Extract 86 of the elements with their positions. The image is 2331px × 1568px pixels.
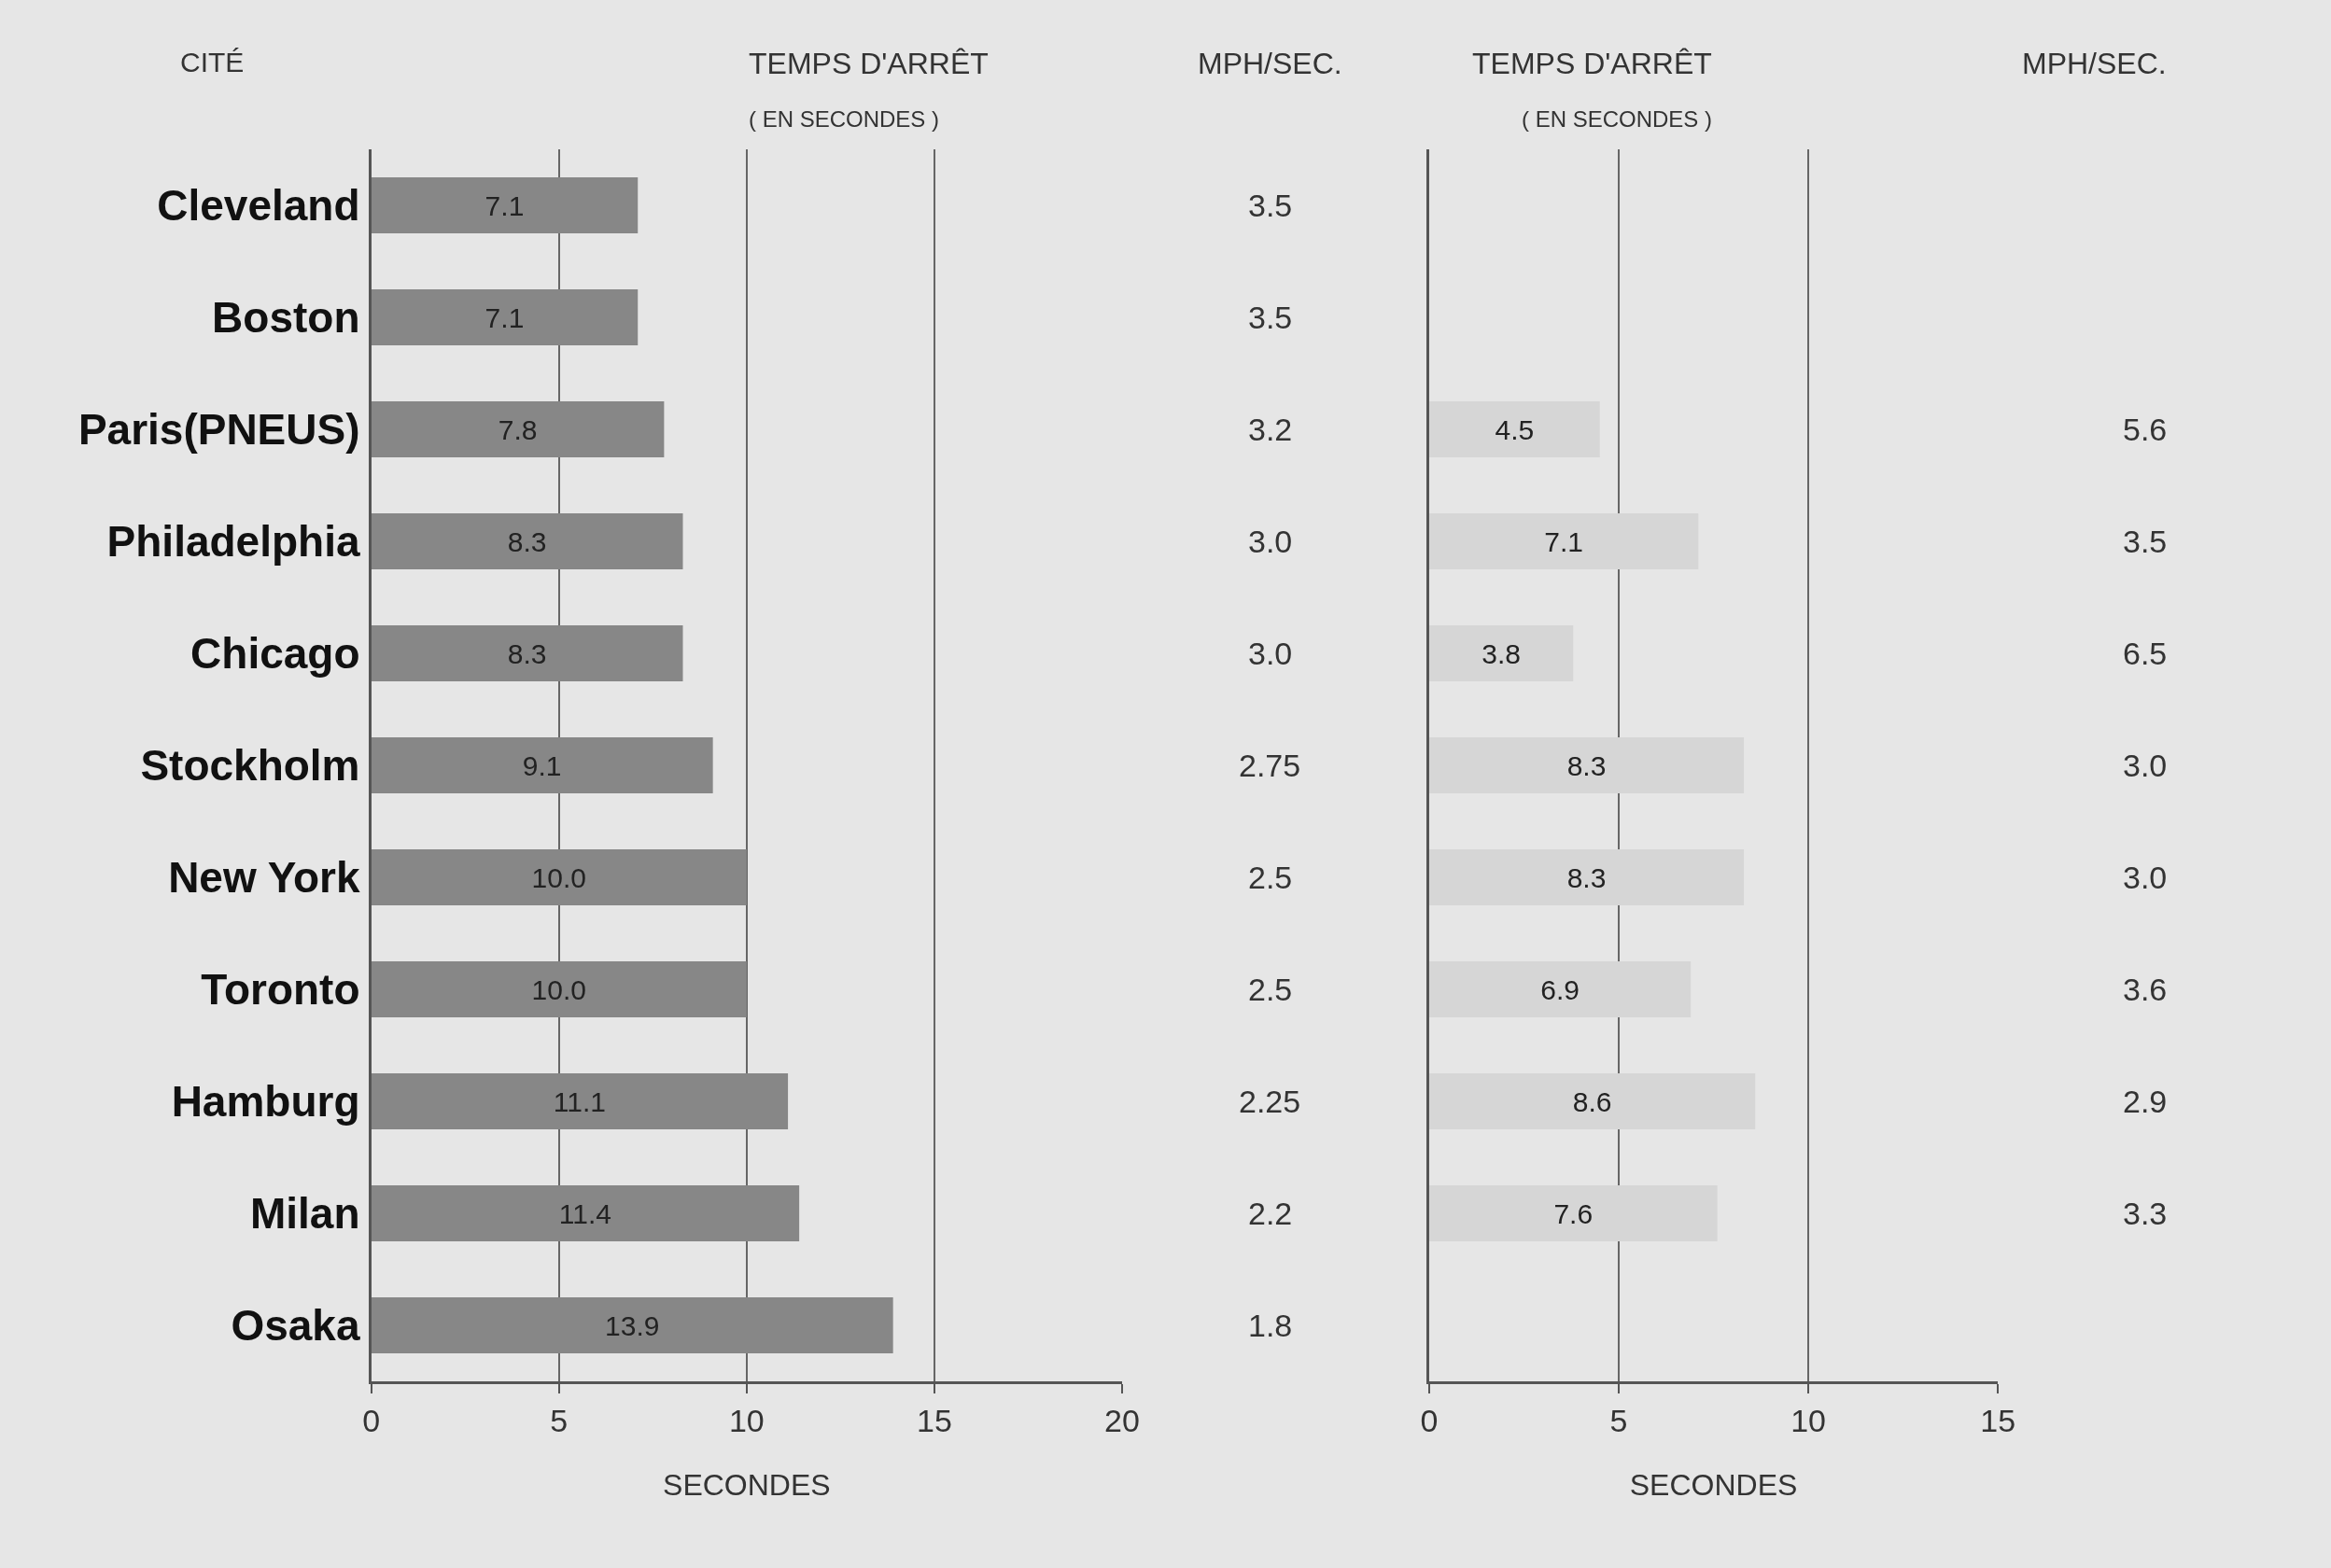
y-tick-label: New York [168, 853, 360, 903]
x-axis-title: SECONDES [1629, 1467, 1798, 1502]
text: 2.25 [1239, 1084, 1301, 1119]
bar [371, 513, 683, 569]
bar [371, 177, 639, 233]
y-tick-label: Philadelphia [106, 517, 360, 567]
x-axis-title: SECONDES [663, 1467, 831, 1502]
data-label: 8.3 [1566, 861, 1607, 893]
bar [371, 1185, 800, 1241]
text: 3.2 [1248, 412, 1293, 447]
data-label: 10.0 [531, 861, 586, 893]
data-label: 7.1 [484, 301, 525, 333]
text: 1.8 [1248, 1308, 1293, 1343]
y-tick-label: Hamburg [171, 1077, 360, 1127]
text: 3.3 [2123, 1196, 2168, 1231]
y-tick-label: Chicago [190, 629, 360, 679]
data-label: 7.1 [1544, 525, 1583, 557]
text: 2.75 [1239, 748, 1301, 783]
chart-subtitle: ( EN SECONDES ) [749, 106, 940, 132]
x-tick-label: 10 [1790, 1402, 1827, 1438]
y-tick-label: Milan [249, 1189, 360, 1239]
bar [371, 289, 639, 345]
text: 3.6 [2123, 972, 2168, 1007]
bar [1428, 1185, 1718, 1241]
y-axis-title: CITÉ [180, 47, 245, 77]
chart-subtitle: ( EN SECONDES ) [1522, 106, 1713, 132]
text: 2.5 [1248, 972, 1293, 1007]
x-tick-label: 15 [1980, 1402, 2016, 1438]
data-label: 7.8 [498, 413, 538, 445]
bar [371, 737, 713, 793]
y-tick-label: Boston [212, 293, 360, 343]
bar [1428, 513, 1699, 569]
data-label: 3.8 [1481, 637, 1521, 669]
text: MPH/SEC. [1198, 47, 1342, 80]
text: 2.2 [1248, 1196, 1293, 1231]
y-tick-label: Cleveland [157, 181, 360, 231]
bar [371, 849, 747, 905]
bar [1428, 625, 1574, 681]
text: 3.0 [1248, 636, 1293, 671]
bar [371, 625, 683, 681]
x-tick-label: 5 [550, 1402, 569, 1438]
bar [1428, 1073, 1756, 1129]
text: 3.5 [1248, 188, 1293, 223]
data-label: 11.4 [558, 1197, 612, 1229]
x-tick-label: 20 [1104, 1402, 1140, 1438]
bar [1428, 737, 1745, 793]
data-label: 9.1 [522, 749, 562, 781]
bar [371, 1073, 789, 1129]
text: 3.0 [1248, 524, 1293, 559]
text: 6.5 [2123, 636, 2168, 671]
text: MPH/SEC. [2022, 47, 2167, 80]
chart-title: TEMPS D'ARRÊT [1472, 47, 1712, 80]
text: 3.0 [2123, 748, 2168, 783]
text: 2.5 [1248, 860, 1293, 895]
data-label: 7.1 [484, 189, 525, 221]
text: 5.6 [2123, 412, 2168, 447]
data-label: 8.3 [507, 637, 547, 669]
chart-title: TEMPS D'ARRÊT [749, 47, 989, 80]
data-label: 13.9 [605, 1309, 660, 1341]
data-label: 8.3 [1566, 749, 1607, 781]
bar [371, 401, 665, 457]
data-label: 4.5 [1495, 413, 1535, 445]
x-tick-label: 5 [1609, 1402, 1628, 1438]
bar [1428, 401, 1600, 457]
x-tick-label: 15 [916, 1402, 952, 1438]
data-label: 10.0 [531, 973, 586, 1005]
y-tick-label: Osaka [231, 1301, 360, 1351]
data-label: 7.6 [1553, 1197, 1594, 1229]
y-tick-label: Toronto [201, 965, 360, 1015]
y-tick-label: Paris(PNEUS) [77, 405, 360, 455]
x-tick-label: 10 [728, 1402, 765, 1438]
bar [1428, 849, 1745, 905]
text: 3.0 [2123, 860, 2168, 895]
y-tick-label: Stockholm [140, 741, 360, 791]
data-label: 11.1 [553, 1085, 606, 1117]
bar [371, 961, 747, 1017]
x-tick-label: 0 [362, 1402, 381, 1438]
text: 2.9 [2123, 1084, 2168, 1119]
text: 3.5 [1248, 300, 1293, 335]
bar [1428, 961, 1692, 1017]
x-tick-label: 0 [1420, 1402, 1439, 1438]
bar [371, 1297, 893, 1353]
text: 3.5 [2123, 524, 2168, 559]
data-label: 6.9 [1540, 973, 1580, 1005]
data-label: 8.6 [1572, 1085, 1612, 1117]
data-label: 8.3 [507, 525, 547, 557]
